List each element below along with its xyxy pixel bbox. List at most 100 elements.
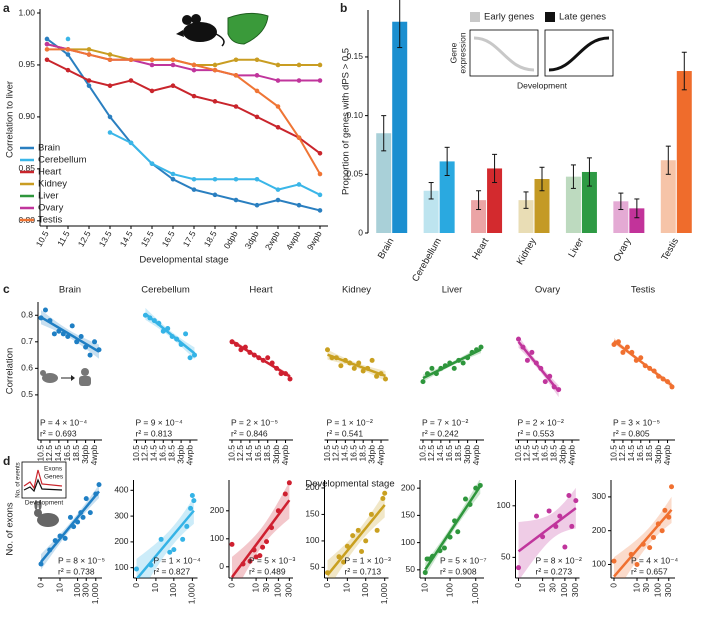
data-point <box>640 541 646 547</box>
inset-curve <box>23 478 63 493</box>
x-tick-label: 18.5 <box>548 445 558 462</box>
legend-label: Kidney <box>38 179 67 190</box>
x-tick-label: 0 <box>35 583 45 588</box>
data-point <box>212 99 218 104</box>
data-point <box>233 197 239 203</box>
legend-swatch <box>470 12 480 22</box>
y-tick-label: 200 <box>210 505 224 515</box>
y-tick-label: 100 <box>401 537 415 547</box>
y-axis-label: No. of exons <box>5 502 16 556</box>
data-point <box>191 187 197 192</box>
x-tick-label: 100 <box>168 583 178 597</box>
fit-line <box>326 504 386 576</box>
data-point <box>611 341 617 347</box>
data-point <box>254 176 260 182</box>
inset-curve <box>23 469 63 490</box>
x-tick-label: 100 <box>444 583 454 597</box>
x-tick-label: 100 <box>559 583 569 597</box>
data-point <box>128 78 134 83</box>
x-tick-label: 14.5 <box>626 445 636 462</box>
bar <box>439 161 455 233</box>
bar <box>518 200 534 233</box>
y-tick-label: 50 <box>501 552 511 562</box>
data-point <box>329 355 335 361</box>
data-point <box>296 182 302 187</box>
data-point <box>86 83 92 89</box>
x-tick-label: 300 <box>663 583 673 597</box>
x-tick-label: 16.5 <box>158 445 168 462</box>
data-point <box>350 533 356 539</box>
x-tick-label: 300 <box>81 583 91 597</box>
data-point <box>87 510 93 516</box>
data-point <box>463 496 469 502</box>
x-tick-label: 15.5 <box>139 229 156 249</box>
data-point <box>165 326 171 332</box>
x-tick-label: 12.5 <box>617 445 627 462</box>
x-tick-label: 1,000 <box>90 583 100 605</box>
data-point <box>56 328 62 334</box>
data-point <box>149 57 155 63</box>
data-point <box>75 519 81 525</box>
bar <box>660 160 676 233</box>
inset-x-label: Development <box>25 500 63 507</box>
data-point <box>147 315 153 321</box>
data-point <box>382 490 388 496</box>
x-tick-label: 16.5 <box>635 445 645 462</box>
data-point <box>212 176 218 182</box>
p-value: P = 2 × 10⁻² <box>518 417 565 427</box>
y-tick-label: 150 <box>401 510 415 520</box>
inset-y-label: No. of events <box>16 462 22 497</box>
data-point <box>633 357 639 363</box>
data-point <box>442 363 448 369</box>
data-point <box>447 360 453 366</box>
x-tick-label: 300 <box>570 583 580 597</box>
legend-label: Brain <box>38 143 60 154</box>
data-point <box>478 344 484 350</box>
y-tick-label: 400 <box>114 485 128 495</box>
data-point <box>437 548 443 554</box>
data-point <box>424 371 430 377</box>
data-point <box>456 357 462 363</box>
x-tick-label: 2wpb <box>263 229 282 252</box>
data-point <box>254 114 260 120</box>
data-point <box>178 341 184 347</box>
data-point <box>156 320 162 326</box>
data-point <box>180 536 186 542</box>
data-point <box>247 558 253 564</box>
data-point <box>44 57 50 63</box>
data-point <box>286 480 292 486</box>
data-point <box>78 510 84 516</box>
data-point <box>229 339 235 345</box>
data-point <box>83 344 89 350</box>
panel-letter: b <box>340 1 347 15</box>
bar <box>534 179 550 233</box>
data-point <box>660 376 666 382</box>
data-point <box>538 365 544 371</box>
confidence-band <box>518 487 576 578</box>
data-point <box>325 570 330 576</box>
x-tick-label: Liver <box>566 236 586 259</box>
data-point <box>191 93 197 99</box>
data-point <box>296 135 302 140</box>
liver-icon <box>227 12 269 45</box>
x-tick-label: 12.5 <box>522 445 532 462</box>
panel-letter: d <box>3 454 10 468</box>
data-point <box>656 373 662 379</box>
data-point <box>422 570 428 576</box>
inset-frame <box>544 29 614 77</box>
data-point <box>256 355 262 361</box>
data-point <box>83 496 89 502</box>
data-point <box>465 355 471 361</box>
legend-label: Late genes <box>559 12 606 23</box>
data-point <box>533 360 539 366</box>
y-tick-label: 0.5 <box>21 389 33 399</box>
data-point <box>191 176 197 182</box>
r-squared: r² = 0.693 <box>40 428 77 438</box>
data-point <box>553 523 559 529</box>
series-line <box>47 48 321 175</box>
y-tick-label: 50 <box>406 564 416 574</box>
data-point <box>341 559 347 565</box>
inset-curve <box>473 36 535 72</box>
data-point <box>44 36 50 42</box>
